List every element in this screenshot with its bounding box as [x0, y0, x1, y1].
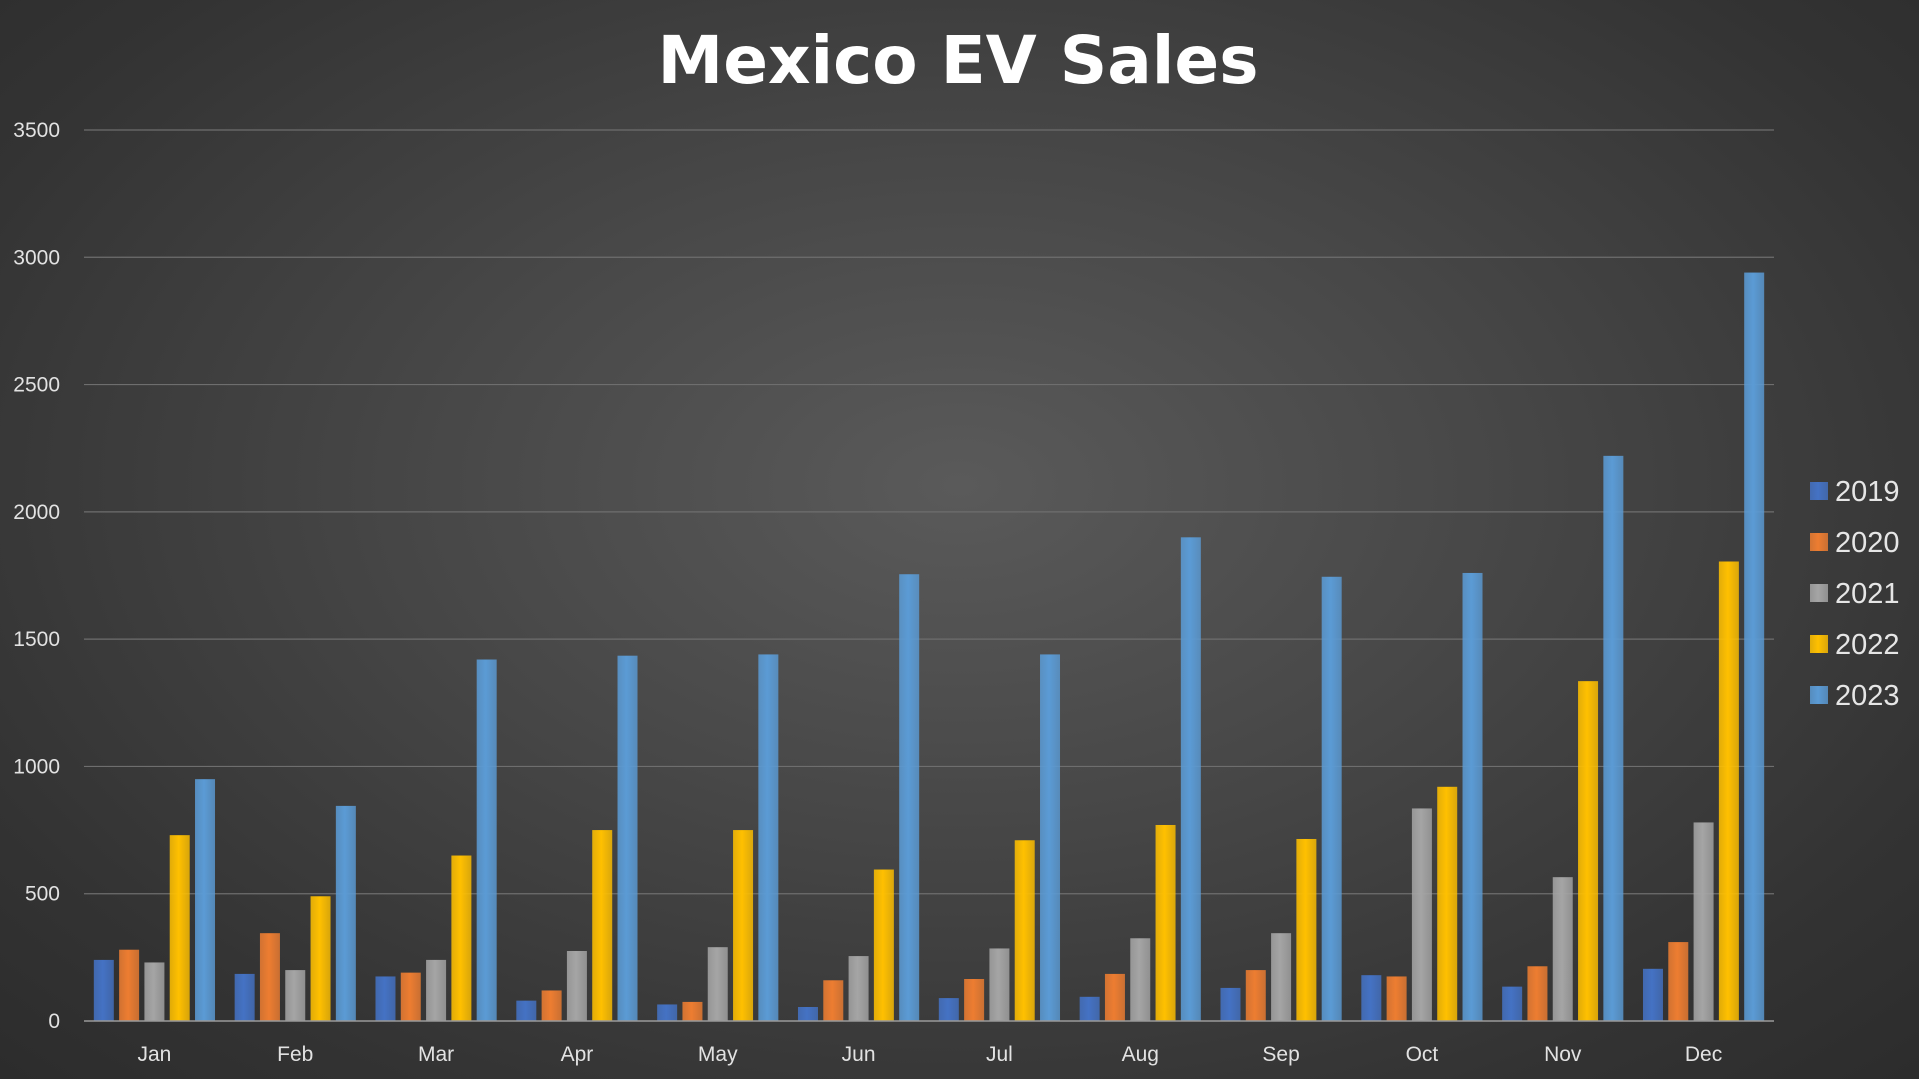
y-tick-label: 3000 [13, 246, 60, 269]
bar-2021-jan [144, 962, 165, 1021]
bar-2019-oct [1361, 975, 1382, 1021]
bar-2020-apr [541, 990, 562, 1021]
bar-2021-sep [1271, 933, 1292, 1021]
bar-2021-apr [566, 950, 587, 1021]
bar-2019-dec [1642, 968, 1663, 1021]
bar-2022-apr [592, 830, 613, 1021]
y-tick-label: 2500 [13, 374, 60, 397]
chart-title: Mexico EV Sales [658, 22, 1259, 99]
legend-label-2023: 2023 [1835, 680, 1900, 712]
bar-2021-nov [1552, 877, 1573, 1021]
x-tick-label: Jul [986, 1043, 1013, 1066]
legend-swatch-2022 [1810, 635, 1828, 653]
x-tick-label: Jan [137, 1043, 171, 1066]
bar-2020-mar [400, 972, 421, 1021]
y-axis-tick-labels: 0 500 1000 1500 2000 2500 3000 3500 [13, 119, 60, 1033]
legend-label-2020: 2020 [1835, 527, 1900, 559]
bar-2022-oct [1437, 786, 1458, 1021]
legend: 2019 2020 2021 2022 2023 [1810, 476, 1900, 712]
bar-2021-aug [1130, 938, 1151, 1021]
x-axis-tick-labels: Jan Feb Mar Apr May Jun Jul Aug Sep Oct Nov Dec [137, 1043, 1722, 1066]
bar-2023-jan [195, 779, 216, 1021]
x-tick-label: Feb [277, 1043, 313, 1066]
y-tick-label: 0 [48, 1010, 60, 1033]
legend-label-2019: 2019 [1835, 476, 1900, 508]
bar-2019-jul [938, 998, 959, 1021]
legend-swatch-2020 [1810, 533, 1828, 551]
bar-2020-nov [1527, 966, 1548, 1021]
legend-label-2021: 2021 [1835, 578, 1900, 610]
bar-2020-oct [1386, 976, 1407, 1021]
bar-2022-jun [873, 869, 894, 1021]
bar-2023-feb [335, 805, 356, 1021]
bar-2023-aug [1180, 537, 1201, 1021]
bar-2022-nov [1578, 681, 1599, 1021]
bar-2019-feb [234, 973, 255, 1021]
x-tick-label: Aug [1122, 1043, 1159, 1066]
legend-swatch-2019 [1810, 482, 1828, 500]
bar-2021-jun [848, 956, 869, 1021]
bar-2020-may [682, 1001, 703, 1021]
legend-swatch-2021 [1810, 584, 1828, 602]
bar-2022-jul [1014, 840, 1035, 1021]
bar-2022-jan [169, 835, 190, 1021]
bar-2023-nov [1603, 455, 1624, 1021]
bar-2020-aug [1104, 973, 1125, 1021]
bar-2021-dec [1693, 822, 1714, 1021]
bar-2019-may [657, 1004, 678, 1021]
bar-2022-aug [1155, 824, 1176, 1021]
bar-2019-jan [93, 959, 114, 1021]
y-tick-label: 3500 [13, 119, 60, 142]
bars [93, 272, 1765, 1021]
x-tick-label: Jun [842, 1043, 876, 1066]
x-tick-label: Dec [1685, 1043, 1722, 1066]
y-tick-label: 1000 [13, 755, 60, 778]
bar-2022-may [733, 830, 754, 1021]
bar-2023-oct [1462, 572, 1483, 1021]
bar-2019-apr [516, 1000, 537, 1021]
bar-2023-may [758, 654, 779, 1021]
bar-2019-aug [1079, 996, 1100, 1021]
bar-2020-feb [259, 933, 280, 1021]
bar-2019-jun [797, 1006, 818, 1021]
bar-2023-sep [1321, 576, 1342, 1021]
bar-2022-feb [310, 896, 331, 1021]
bar-2020-jul [964, 978, 985, 1021]
x-tick-label: May [698, 1043, 738, 1066]
y-tick-label: 1500 [13, 628, 60, 651]
bar-2020-jan [119, 949, 140, 1021]
x-tick-label: Oct [1406, 1043, 1439, 1066]
bar-2022-sep [1296, 838, 1317, 1021]
bar-2022-mar [451, 855, 472, 1021]
bar-2021-oct [1411, 808, 1432, 1021]
legend-swatch-2023 [1810, 686, 1828, 704]
bar-2023-apr [617, 655, 638, 1021]
gridlines [84, 129, 1774, 895]
x-tick-label: Nov [1544, 1043, 1582, 1066]
bar-2023-mar [476, 659, 497, 1021]
legend-label-2022: 2022 [1835, 629, 1900, 661]
bar-2021-may [707, 947, 728, 1021]
bar-2021-feb [285, 970, 306, 1021]
bar-2023-jul [1040, 654, 1061, 1021]
bar-2020-jun [823, 980, 844, 1021]
x-tick-label: Mar [418, 1043, 454, 1066]
bar-2020-sep [1245, 970, 1266, 1021]
bar-2019-nov [1502, 986, 1523, 1021]
bar-2021-jul [989, 948, 1010, 1021]
y-tick-label: 2000 [13, 501, 60, 524]
bar-2019-mar [375, 976, 396, 1021]
bar-2019-sep [1220, 987, 1241, 1021]
x-tick-label: Sep [1262, 1043, 1299, 1066]
bar-2022-dec [1718, 561, 1739, 1021]
bar-2023-dec [1744, 272, 1765, 1021]
bar-2023-jun [899, 574, 920, 1021]
bar-2020-dec [1668, 942, 1689, 1021]
bar-2021-mar [426, 959, 447, 1021]
y-tick-label: 500 [25, 883, 60, 906]
x-tick-label: Apr [561, 1043, 594, 1066]
